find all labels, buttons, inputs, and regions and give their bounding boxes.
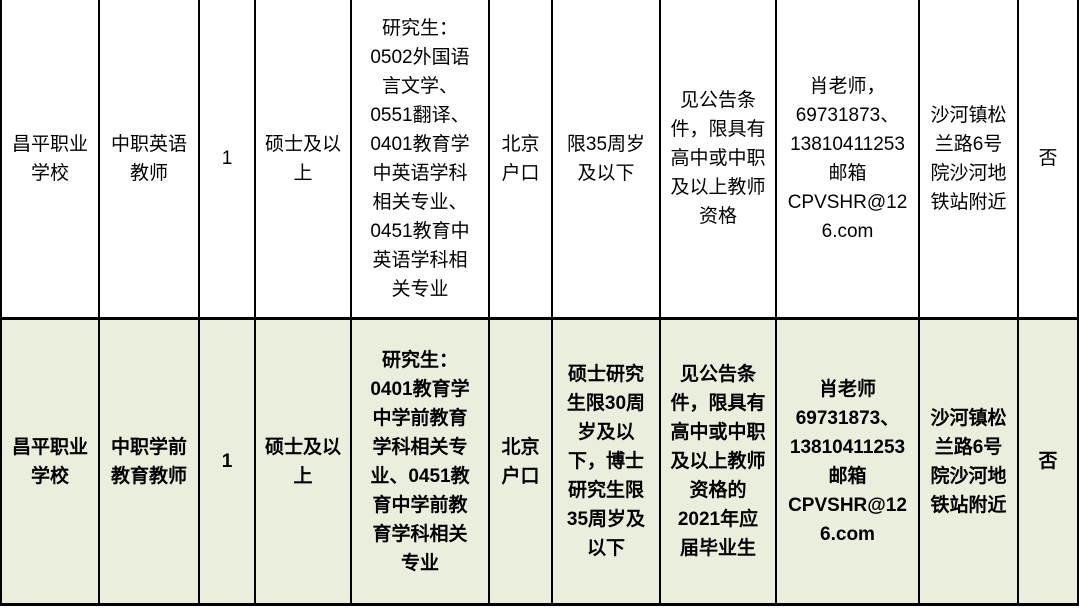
cell-position: 中职学前 教育教师: [98, 317, 200, 606]
cell-hukou: 北京 户口: [488, 317, 553, 606]
cell-headcount: 1: [198, 317, 256, 606]
cell-major: 研究生： 0401教育学 中学前教育 学科相关专 业、0451教 育中学前教 育…: [350, 317, 490, 606]
cell-hukou: 北京 户口: [488, 0, 553, 320]
cell-conditions: 见公告条 件，限具有 高中或中职 及以上教师 资格的 2021年应 届毕业生: [659, 317, 777, 606]
cell-position: 中职英语 教师: [98, 0, 200, 320]
cell-headcount: 1: [198, 0, 256, 320]
cell-yes-no: 否: [1017, 0, 1079, 320]
cell-school: 昌平职业 学校: [0, 317, 100, 606]
cell-age-limit: 限35周岁 及以下: [551, 0, 661, 320]
table-row: 昌平职业 学校 中职学前 教育教师 1 硕士及以 上 研究生： 0401教育学 …: [0, 317, 1079, 606]
table-row: 昌平职业 学校 中职英语 教师 1 硕士及以 上 研究生： 0502外国语 言文…: [0, 0, 1079, 320]
cell-address: 沙河镇松 兰路6号 院沙河地 铁站附近: [918, 0, 1019, 320]
cell-address: 沙河镇松 兰路6号 院沙河地 铁站附近: [918, 317, 1019, 606]
cell-yes-no: 否: [1017, 317, 1079, 606]
cell-conditions: 见公告条 件，限具有 高中或中职 及以上教师 资格: [659, 0, 777, 320]
cell-age-limit: 硕士研究 生限30周 岁及以 下，博士 研究生限 35周岁及 以下: [551, 317, 661, 606]
cell-education: 硕士及以 上: [254, 0, 352, 320]
cell-education: 硕士及以 上: [254, 317, 352, 606]
cell-contact: 肖老师， 69731873、 13810411253 邮箱 CPVSHR@12 …: [775, 0, 920, 320]
cell-contact: 肖老师 69731873、 13810411253 邮箱 CPVSHR@12 6…: [775, 317, 920, 606]
cell-school: 昌平职业 学校: [0, 0, 100, 320]
cell-major: 研究生： 0502外国语 言文学、 0551翻译、 0401教育学 中英语学科 …: [350, 0, 490, 320]
